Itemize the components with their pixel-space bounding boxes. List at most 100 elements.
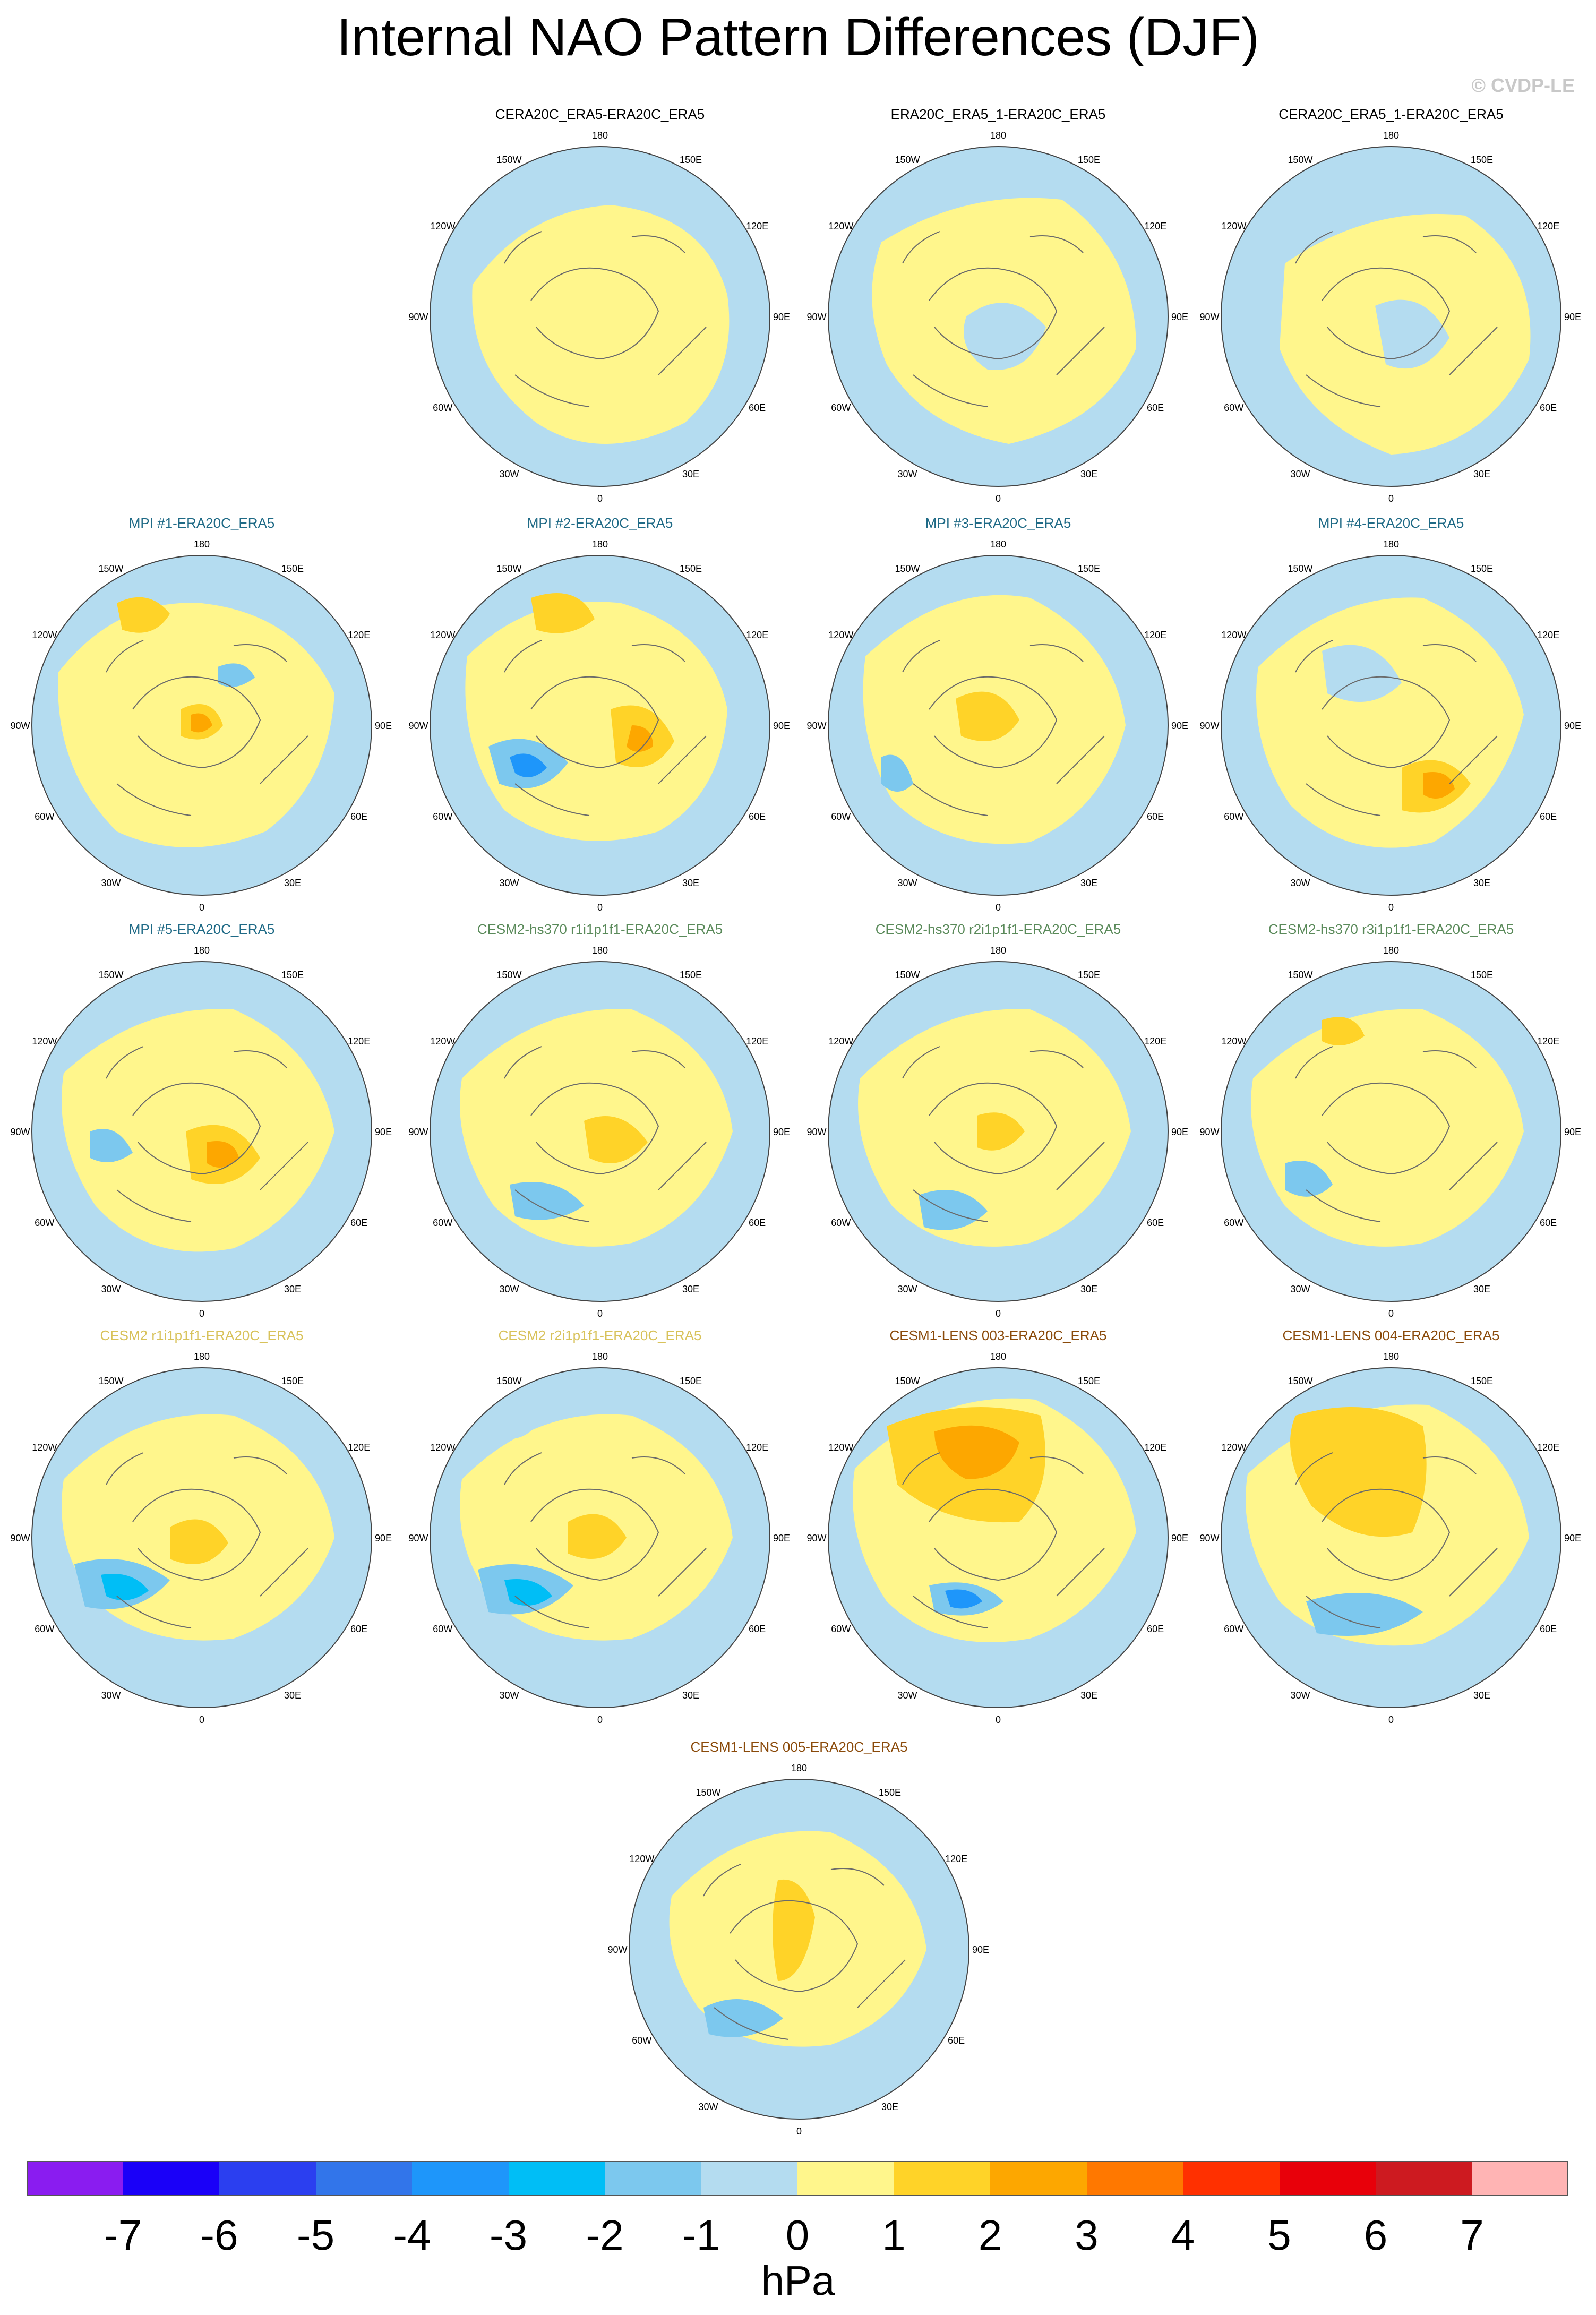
map-border [828, 961, 1169, 1302]
credit-text: © CVDP-LE [1471, 74, 1575, 96]
longitude-label: 90W [807, 1127, 827, 1137]
longitude-label: 120E [1537, 1442, 1559, 1453]
map-panel: CERA20C_ERA5_1-ERA20C_ERA5 180 150E 120E 90E… [1200, 106, 1582, 510]
polar-map: 180 150E 120E 90E 60E 30E 0 30W 60W 90W 120W 150W [409, 945, 790, 1319]
anomaly-contour [584, 1116, 648, 1163]
longitude-label: 0 [996, 1714, 1001, 1725]
map-panel: CESM1-LENS 004-ERA20C_ERA5 180 150E 120E 90E… [1200, 1327, 1582, 1731]
longitude-label: 180 [592, 1351, 608, 1362]
anomaly-contour [499, 1402, 536, 1438]
figure-title: Internal NAO Pattern Differences (DJF) [337, 7, 1259, 67]
longitude-label: 90W [1200, 721, 1220, 731]
longitude-label: 30W [698, 2102, 718, 2112]
longitude-label: 30E [1473, 1284, 1490, 1294]
map-panel-title: MPI #1-ERA20C_ERA5 [128, 515, 275, 531]
longitude-label: 150W [895, 155, 920, 165]
colorbar-tick-label: -5 [296, 2211, 335, 2259]
longitude-label: 60W [35, 1624, 54, 1634]
longitude-label: 120W [828, 630, 853, 640]
longitude-label: 0 [1388, 902, 1394, 913]
anomaly-contour [919, 1190, 988, 1230]
longitude-label: 60W [433, 811, 452, 822]
anomaly-contour [945, 1589, 982, 1609]
map-panel: CESM2-hs370 r2i1p1f1-ERA20C_ERA5 180 150E 1… [807, 921, 1189, 1325]
longitude-label: 30E [1473, 878, 1490, 888]
longitude-label: 30E [1080, 469, 1097, 479]
anomaly-contour [1306, 1593, 1423, 1636]
longitude-label: 120W [430, 1036, 455, 1047]
map-border [629, 1779, 969, 2120]
coastline [504, 640, 707, 816]
coastline [106, 1452, 308, 1628]
coastline [504, 1046, 707, 1222]
anomaly-contour [117, 597, 170, 633]
map-border [1221, 961, 1561, 1302]
map-panel: CESM2 r1i1p1f1-ERA20C_ERA5 180 150E 120E 90E… [11, 1327, 393, 1731]
longitude-label: 60W [1224, 811, 1243, 822]
colorbar-tick-label: -1 [682, 2211, 720, 2259]
longitude-label: 0 [597, 493, 603, 504]
longitude-label: 120E [746, 1036, 768, 1047]
longitude-label: 120W [1221, 221, 1246, 231]
anomaly-contour [956, 691, 1019, 741]
colorbar-segment [412, 2161, 509, 2196]
polar-map: 180 150E 120E 90E 60E 30E 0 30W 60W 90W 120W 150W [409, 130, 790, 504]
anomaly-contour [1322, 645, 1402, 702]
colorbar-segment [701, 2161, 797, 2196]
polar-map: 180 150E 120E 90E 60E 30E 0 30W 60W 90W 120W 150W [11, 1351, 392, 1725]
longitude-label: 150W [895, 970, 920, 980]
map-border [430, 1367, 770, 1708]
longitude-label: 60E [1540, 402, 1557, 413]
map-panel-title: CERA20C_ERA5-ERA20C_ERA5 [495, 106, 705, 122]
longitude-label: 30E [682, 1284, 699, 1294]
longitude-label: 90E [375, 1127, 392, 1137]
colorbar-tick-label: 2 [978, 2211, 1002, 2259]
anomaly-contour [510, 753, 547, 777]
longitude-label: 30E [284, 878, 301, 888]
longitude-label: 120E [348, 1442, 370, 1453]
anomaly-contour [1322, 1017, 1365, 1045]
longitude-label: 60W [35, 1217, 54, 1228]
anomaly-contour [218, 663, 255, 687]
longitude-label: 120E [1537, 221, 1559, 231]
longitude-label: 150E [1471, 970, 1493, 980]
longitude-label: 120E [1537, 630, 1559, 640]
coastline [1295, 1046, 1498, 1222]
longitude-label: 60E [1147, 1624, 1164, 1634]
longitude-label: 180 [592, 945, 608, 956]
colorbar-tick-label: 6 [1363, 2211, 1388, 2259]
anomaly-contour [1285, 1161, 1333, 1197]
longitude-label: 60E [1147, 1217, 1164, 1228]
longitude-label: 60E [1147, 811, 1164, 822]
map-border [31, 961, 372, 1302]
map-panel-title: MPI #2-ERA20C_ERA5 [527, 515, 673, 531]
map-border [1221, 146, 1561, 487]
map-panel-title: CESM1-LENS 004-ERA20C_ERA5 [1282, 1327, 1500, 1343]
anomaly-contour [207, 1141, 239, 1168]
longitude-label: 90E [773, 1127, 790, 1137]
longitude-label: 150E [1471, 1376, 1493, 1386]
map-panel: CESM2 r2i1p1f1-ERA20C_ERA5 180 150E 120E 90E… [409, 1327, 791, 1731]
colorbar-segment [123, 2161, 219, 2196]
longitude-label: 150E [680, 970, 702, 980]
coastline [902, 231, 1105, 407]
colorbar-segment [27, 2161, 123, 2196]
longitude-label: 90E [1564, 1533, 1581, 1544]
longitude-label: 90W [409, 721, 428, 731]
longitude-label: 60E [350, 1624, 367, 1634]
longitude-label: 150E [879, 1787, 901, 1798]
longitude-label: 180 [592, 130, 608, 141]
longitude-label: 120E [1537, 1036, 1559, 1047]
anomaly-contour [881, 754, 913, 792]
anomaly-contour [191, 713, 212, 733]
coastline [703, 1864, 906, 2040]
longitude-label: 60W [433, 402, 452, 413]
map-panel: CESM2-hs370 r1i1p1f1-ERA20C_ERA5 180 150E 1… [409, 921, 791, 1325]
longitude-label: 60W [433, 1624, 452, 1634]
longitude-label: 0 [597, 1308, 603, 1319]
longitude-label: 30E [682, 1690, 699, 1701]
coastline [1295, 1452, 1498, 1628]
longitude-label: 120W [1221, 630, 1246, 640]
polar-map: 180 150E 120E 90E 60E 30E 0 30W 60W 90W 120W 150W [409, 1351, 790, 1725]
longitude-label: 120W [430, 630, 455, 640]
